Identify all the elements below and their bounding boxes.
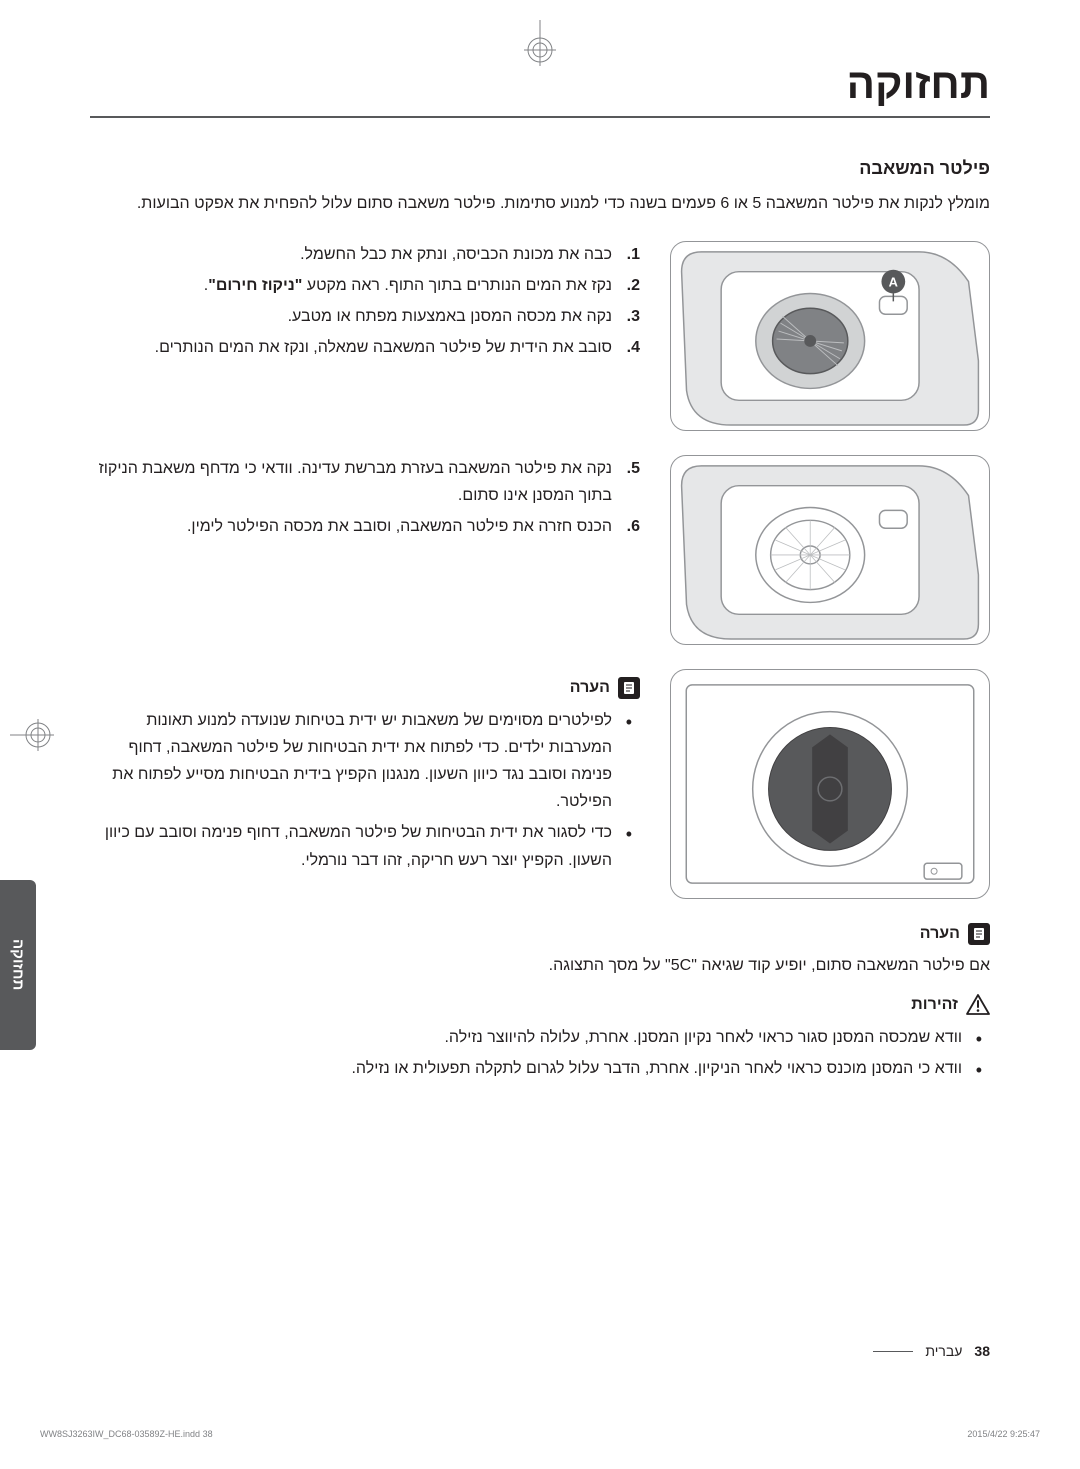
steps-list-2: נקה את פילטר המשאבה בעזרת מברשת עדינה. ו… bbox=[90, 455, 640, 541]
note-bullets-1: לפילטרים מסוימים של משאבות יש ידית בטיחו… bbox=[90, 707, 640, 874]
section-title: פילטר המשאבה bbox=[90, 158, 990, 179]
svg-text:A: A bbox=[889, 274, 898, 289]
page-footer: 38 עברית bbox=[90, 1343, 990, 1359]
note-icon bbox=[618, 677, 640, 699]
step-6: הכנס חזרה את פילטר המשאבה, וסובב את מכסה… bbox=[90, 513, 640, 540]
figure-filter-clean bbox=[670, 455, 990, 645]
step-2: נקז את המים הנותרים בתוך התוף. ראה מקטע … bbox=[90, 272, 640, 299]
print-timestamp: 2015/4/22 9:25:47 bbox=[967, 1429, 1040, 1439]
note-header-1: הערה bbox=[90, 677, 640, 699]
caution-bullet-2: וודא כי המסנן מוכנס כראוי לאחר הניקיון. … bbox=[90, 1055, 962, 1082]
steps-list-1: כבה את מכונת הכביסה, ונתק את כבל החשמל. … bbox=[90, 241, 640, 362]
warning-icon bbox=[966, 994, 990, 1016]
figure-safety-handle bbox=[670, 669, 990, 899]
figure-pump-cover: A bbox=[670, 241, 990, 431]
footer-page-number: 38 bbox=[974, 1343, 990, 1359]
note1-bullet-1: לפילטרים מסוימים של משאבות יש ידית בטיחו… bbox=[90, 707, 612, 816]
caution-bullet-1: וודא שמכסה המסנן סגור כראוי לאחר נקיון ה… bbox=[90, 1024, 962, 1051]
print-filename: WW8SJ3263IW_DC68-03589Z-HE.indd 38 bbox=[40, 1429, 213, 1439]
title-divider bbox=[90, 116, 990, 118]
step-4: סובב את הידית של פילטר המשאבה שמאלה, ונק… bbox=[90, 334, 640, 361]
crop-mark-top bbox=[510, 20, 570, 70]
note-label-2: הערה bbox=[920, 925, 960, 943]
note-label-1: הערה bbox=[570, 679, 610, 697]
step-5: נקה את פילטר המשאבה בעזרת מברשת עדינה. ו… bbox=[90, 455, 640, 509]
intro-paragraph: מומלץ לנקות את פילטר המשאבה 5 או 6 פעמים… bbox=[90, 191, 990, 217]
caution-bullets: וודא שמכסה המסנן סגור כראוי לאחר נקיון ה… bbox=[90, 1024, 990, 1082]
note-header-2: הערה bbox=[90, 923, 990, 945]
footer-rule bbox=[873, 1351, 913, 1352]
note2-text: אם פילטר המשאבה סתום, יופיע קוד שגיאה "5… bbox=[90, 953, 990, 979]
caution-label: זהירות bbox=[911, 996, 958, 1014]
note-icon bbox=[968, 923, 990, 945]
side-tab: תחזוקה bbox=[0, 880, 36, 1050]
caution-header: זהירות bbox=[90, 994, 990, 1016]
footer-language: עברית bbox=[925, 1343, 962, 1359]
crop-mark-left bbox=[10, 705, 60, 765]
note1-bullet-2: כדי לסגור את ידית הבטיחות של פילטר המשאב… bbox=[90, 819, 612, 873]
step-1: כבה את מכונת הכביסה, ונתק את כבל החשמל. bbox=[90, 241, 640, 268]
step-3: נקה את מכסה המסנן באמצעות מפתח או מטבע. bbox=[90, 303, 640, 330]
